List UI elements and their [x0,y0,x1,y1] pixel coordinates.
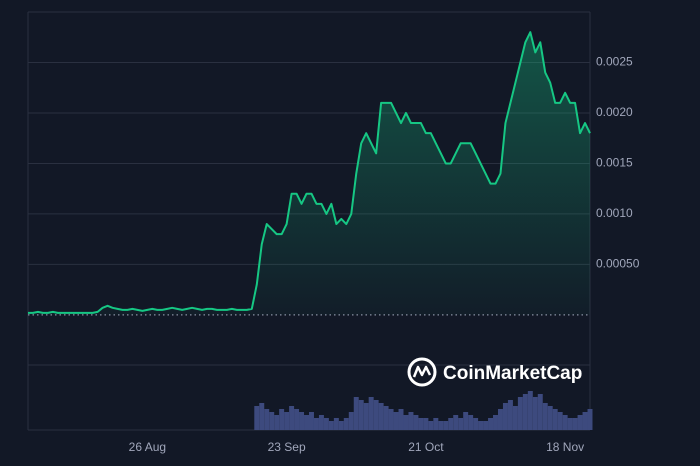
volume-bar [284,412,290,430]
volume-bar [512,406,518,430]
volume-bar [378,403,384,430]
volume-bar [458,418,464,430]
y-tick-label: 0.0020 [596,105,633,119]
x-tick-label: 26 Aug [129,440,166,454]
volume-bar [587,409,593,430]
volume-bar [368,397,374,430]
volume-bar [488,418,494,430]
y-tick-label: 0.00050 [596,257,640,271]
volume-bar [522,394,528,430]
volume-bar [328,421,334,430]
watermark: CoinMarketCap [443,363,582,384]
volume-bar [393,412,399,430]
volume-bar [294,409,300,430]
volume-bar [438,421,444,430]
volume-bar [353,397,359,430]
x-tick-label: 18 Nov [546,440,584,454]
volume-bar [398,409,404,430]
volume-bar [448,418,454,430]
volume-bar [502,403,508,430]
volume-bar [264,409,270,430]
x-tick-label: 21 Oct [408,440,444,454]
price-line [28,31,591,314]
volume-bar [254,406,260,430]
volume-bar [304,415,309,430]
volume-bar [289,406,295,430]
volume-bar [478,421,484,430]
volume-bar [413,415,419,430]
volume-bar [403,415,409,430]
volume-bar [274,415,280,430]
x-tick-label: 23 Sep [268,440,306,454]
volume-bar [423,418,429,430]
volume-bar [463,412,469,430]
volume-bar [517,397,523,430]
y-tick-label: 0.0025 [596,55,633,69]
volume-bar [358,400,364,430]
volume-bar [433,418,439,430]
volume-bar [323,418,329,430]
volume-bar [269,412,275,430]
volume-bar [493,415,498,430]
volume-bar [473,418,479,430]
volume-bar [388,409,394,430]
volume-bar [363,403,369,430]
volume-bar [383,406,389,430]
volume-bar [468,415,474,430]
volume-bar [279,409,285,430]
volume-bar [582,412,588,430]
volume-bar [507,400,513,430]
volume-bar [567,418,573,430]
volume-bar [443,421,449,430]
volume-bar [527,391,533,430]
volume-bar [577,415,583,430]
volume-bar [557,412,563,430]
logo [407,357,437,387]
volume-bar [562,415,568,430]
volume-bar [373,400,379,430]
volume-bar [552,409,558,430]
volume-bar [453,415,459,430]
y-tick-label: 0.0015 [596,156,633,170]
volume-bar [299,412,305,430]
volume-bar [483,421,489,430]
volume-bar [542,403,548,430]
price-area [28,32,590,315]
volume-bar [343,418,349,430]
volume-bar [309,412,314,430]
y-tick-label: 0.0010 [596,206,633,220]
volume-bar [313,418,319,430]
volume-bar [259,403,265,430]
volume-bar [532,397,538,430]
volume-bar [333,418,339,430]
volume-bar [418,418,424,430]
volume-bar [497,409,503,430]
volume-bar [547,406,553,430]
volume-bar [572,418,578,430]
volume-bar [428,421,434,430]
volume-bar [348,412,354,430]
volume-bar [318,415,324,430]
volume-bar [338,421,344,430]
volume-bar [537,394,543,430]
volume-bar [408,412,414,430]
